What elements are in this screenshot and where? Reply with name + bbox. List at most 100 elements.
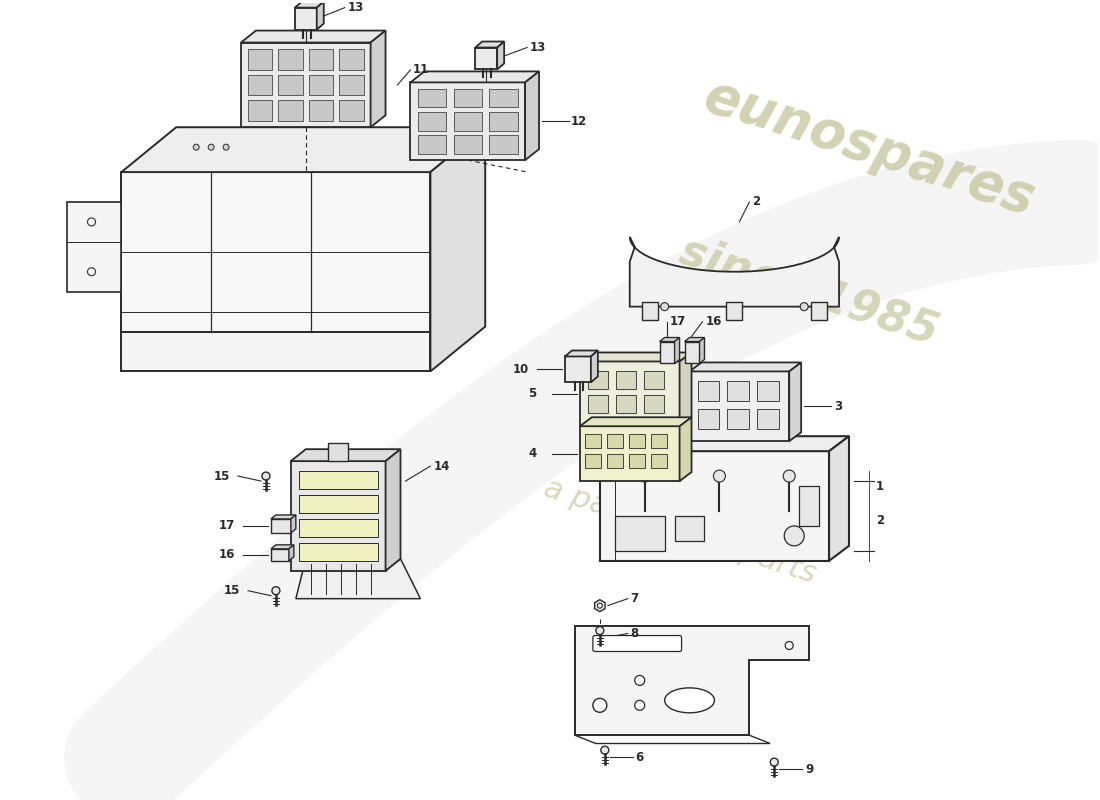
Polygon shape xyxy=(290,559,420,598)
Text: 10: 10 xyxy=(513,363,529,376)
Bar xyxy=(249,49,273,70)
Bar xyxy=(629,434,645,448)
Polygon shape xyxy=(680,418,692,481)
Polygon shape xyxy=(684,342,700,363)
Bar xyxy=(339,100,364,121)
Circle shape xyxy=(194,144,199,150)
Polygon shape xyxy=(497,42,504,70)
Polygon shape xyxy=(290,515,296,533)
Bar xyxy=(418,89,447,107)
Bar xyxy=(249,100,273,121)
Polygon shape xyxy=(674,338,680,363)
Bar xyxy=(674,516,704,541)
Bar xyxy=(644,395,663,414)
Polygon shape xyxy=(121,172,430,331)
Text: eunospares: eunospares xyxy=(697,69,1041,225)
Circle shape xyxy=(661,302,669,310)
Circle shape xyxy=(601,746,608,754)
Text: 4: 4 xyxy=(528,447,537,460)
Bar xyxy=(299,543,377,561)
Polygon shape xyxy=(565,350,597,357)
Text: 11: 11 xyxy=(412,63,429,77)
Bar xyxy=(309,100,333,121)
Bar xyxy=(585,454,601,468)
Polygon shape xyxy=(690,362,801,371)
Text: 2: 2 xyxy=(752,195,760,209)
Bar xyxy=(249,74,273,95)
Bar xyxy=(607,454,623,468)
Polygon shape xyxy=(660,338,680,342)
Polygon shape xyxy=(580,418,692,426)
Polygon shape xyxy=(371,30,385,127)
Polygon shape xyxy=(290,461,385,570)
Circle shape xyxy=(88,268,96,276)
Text: 13: 13 xyxy=(530,41,547,54)
Polygon shape xyxy=(67,202,121,292)
Bar xyxy=(328,443,349,461)
Circle shape xyxy=(784,526,804,546)
Bar xyxy=(453,112,482,130)
Polygon shape xyxy=(595,600,605,612)
Text: 15: 15 xyxy=(224,584,241,597)
Ellipse shape xyxy=(664,688,715,713)
Polygon shape xyxy=(475,42,504,47)
Bar xyxy=(278,74,303,95)
Polygon shape xyxy=(575,626,810,735)
Circle shape xyxy=(714,470,725,482)
Polygon shape xyxy=(410,82,525,160)
Polygon shape xyxy=(295,2,323,8)
Text: 12: 12 xyxy=(571,114,587,128)
Text: 2: 2 xyxy=(876,514,884,527)
Polygon shape xyxy=(290,449,400,461)
Polygon shape xyxy=(271,545,294,549)
Bar xyxy=(453,135,482,154)
Polygon shape xyxy=(684,338,704,342)
Polygon shape xyxy=(660,342,674,363)
Circle shape xyxy=(88,218,96,226)
Circle shape xyxy=(785,642,793,650)
Bar xyxy=(727,410,749,430)
Text: 6: 6 xyxy=(636,750,644,764)
Polygon shape xyxy=(241,30,385,42)
Polygon shape xyxy=(580,353,692,362)
Polygon shape xyxy=(690,371,789,441)
Polygon shape xyxy=(600,451,829,561)
Bar xyxy=(339,49,364,70)
Bar xyxy=(587,371,608,390)
Bar xyxy=(800,486,820,526)
Polygon shape xyxy=(789,362,801,441)
Text: 1: 1 xyxy=(876,479,884,493)
Bar xyxy=(697,410,719,430)
Polygon shape xyxy=(271,519,290,533)
Bar xyxy=(299,495,377,513)
Bar xyxy=(418,112,447,130)
Polygon shape xyxy=(829,436,849,561)
Text: 3: 3 xyxy=(834,400,843,413)
Polygon shape xyxy=(580,362,680,426)
Text: 5: 5 xyxy=(528,387,537,400)
Bar xyxy=(726,302,742,319)
Polygon shape xyxy=(410,71,539,82)
Bar xyxy=(607,434,623,448)
Polygon shape xyxy=(271,549,289,561)
Circle shape xyxy=(593,698,607,712)
Text: 17: 17 xyxy=(219,519,235,533)
Circle shape xyxy=(800,302,808,310)
Polygon shape xyxy=(430,127,485,371)
Bar xyxy=(651,454,667,468)
Polygon shape xyxy=(475,47,497,70)
Bar xyxy=(644,371,663,390)
Circle shape xyxy=(272,586,279,594)
Text: 14: 14 xyxy=(433,460,450,473)
Bar xyxy=(651,434,667,448)
Bar xyxy=(339,74,364,95)
Polygon shape xyxy=(385,449,400,570)
Bar xyxy=(278,49,303,70)
Bar xyxy=(811,302,827,319)
Text: since 1985: since 1985 xyxy=(674,230,944,354)
Polygon shape xyxy=(289,545,294,561)
Polygon shape xyxy=(565,357,591,382)
Bar xyxy=(757,410,779,430)
Text: 8: 8 xyxy=(630,627,639,640)
Bar xyxy=(757,382,779,402)
